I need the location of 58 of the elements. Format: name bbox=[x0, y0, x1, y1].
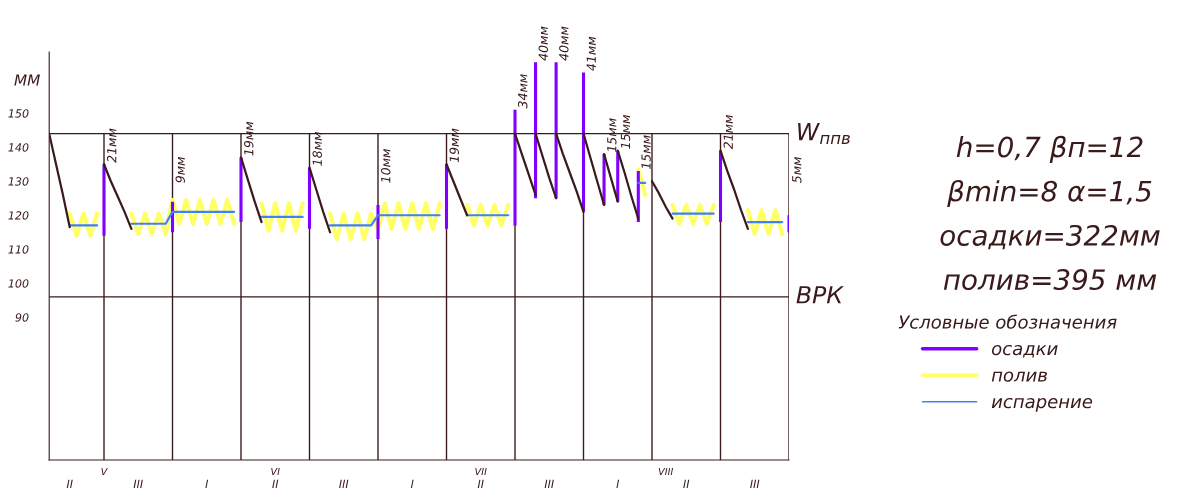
text: V bbox=[101, 467, 108, 475]
y-tick-label: 140 bbox=[8, 143, 29, 152]
text: осадки=322мм bbox=[940, 224, 1160, 250]
ref-line-label: ВРК bbox=[796, 286, 844, 304]
x-tick-label: II bbox=[477, 479, 484, 488]
data-label: 40мм bbox=[538, 26, 548, 61]
data-label: 34мм bbox=[518, 74, 528, 109]
bar bbox=[513, 109, 517, 226]
data-label: 5мм bbox=[792, 156, 802, 184]
y-tick-label: 130 bbox=[8, 177, 29, 186]
bar bbox=[718, 150, 723, 223]
text: VII bbox=[475, 467, 487, 475]
data-label: 15мм bbox=[607, 118, 617, 153]
bar bbox=[581, 72, 586, 212]
text: полив=395 мм bbox=[943, 269, 1157, 291]
text: h=0,7 βп=12 bbox=[956, 135, 1143, 163]
bar bbox=[376, 205, 380, 240]
bar bbox=[444, 164, 449, 229]
x-tick-label: III bbox=[133, 479, 143, 488]
text: βmin=8 α=1,5 bbox=[947, 180, 1152, 208]
x-tick-label: I bbox=[205, 479, 209, 488]
y-tick-label: 90 bbox=[15, 313, 29, 322]
bar bbox=[102, 164, 106, 236]
data-label: 9мм bbox=[175, 156, 185, 183]
data-label: 41мм bbox=[586, 36, 596, 71]
data-label: 15мм bbox=[620, 114, 631, 149]
y-tick-label: 150 bbox=[8, 109, 29, 118]
bar bbox=[307, 167, 312, 229]
bar bbox=[239, 157, 243, 223]
data-label: 40мм bbox=[559, 26, 569, 61]
data-label: 15мм bbox=[641, 135, 651, 170]
legend-label: испарение bbox=[991, 397, 1093, 412]
y-axis-title: ММ bbox=[14, 74, 40, 86]
data-label: 19мм bbox=[244, 121, 254, 156]
x-tick-label: III bbox=[544, 479, 554, 488]
ref-line-label: W$_{ппв}$ bbox=[798, 122, 850, 145]
y-tick-label: 120 bbox=[8, 211, 29, 220]
x-tick-label: III bbox=[750, 479, 760, 488]
x-tick-label: I bbox=[410, 479, 414, 488]
legend-label: осадки bbox=[991, 344, 1058, 358]
y-tick-label: 110 bbox=[8, 245, 29, 254]
data-label: 21мм bbox=[723, 114, 733, 150]
bar bbox=[534, 62, 538, 199]
x-tick-label: II bbox=[272, 479, 279, 488]
x-tick-label: II bbox=[66, 479, 73, 488]
bar bbox=[554, 62, 558, 199]
text: VI bbox=[271, 467, 280, 475]
x-tick-label: I bbox=[616, 479, 620, 488]
data-label: 19мм bbox=[449, 128, 459, 163]
data-label: 21мм bbox=[107, 128, 117, 163]
legend-label: полив bbox=[991, 371, 1047, 382]
y-tick-label: 100 bbox=[8, 279, 29, 288]
legend-title: Условные обозначения bbox=[898, 314, 1117, 329]
x-tick-label: II bbox=[683, 479, 690, 488]
bar bbox=[787, 215, 789, 233]
text: VIII bbox=[658, 467, 674, 475]
x-tick-label: III bbox=[339, 479, 349, 488]
data-label: 10мм bbox=[381, 148, 391, 183]
